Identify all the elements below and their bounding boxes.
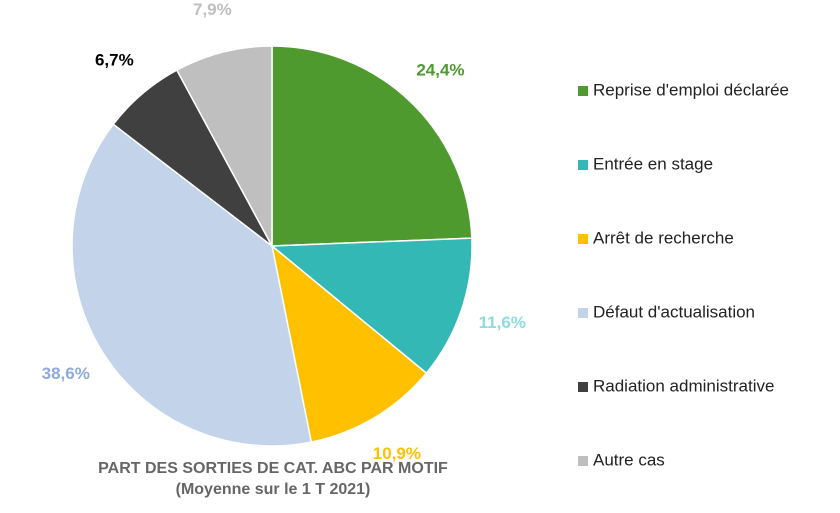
legend-label: Arrêt de recherche bbox=[593, 228, 734, 247]
legend-label: Entrée en stage bbox=[593, 154, 713, 173]
pie-slice bbox=[271, 45, 473, 247]
pie-slice bbox=[175, 45, 273, 247]
chart-subtitle: (Moyenne sur le 1 T 2021) bbox=[176, 481, 371, 498]
data-label: 38,6% bbox=[42, 364, 90, 383]
legend-swatch bbox=[578, 382, 588, 392]
legend-label: Autre cas bbox=[593, 450, 665, 469]
legend-swatch bbox=[578, 234, 588, 244]
legend-swatch bbox=[578, 308, 588, 318]
legend-label: Reprise d'emploi déclarée bbox=[593, 80, 789, 99]
legend-label: Radiation administrative bbox=[593, 376, 774, 395]
data-label: 24,4% bbox=[416, 60, 464, 79]
legend-swatch bbox=[578, 456, 588, 466]
data-label: 7,9% bbox=[193, 0, 232, 19]
legend-swatch bbox=[578, 86, 588, 96]
pie-slice bbox=[71, 123, 313, 447]
pie-slice bbox=[270, 237, 473, 375]
data-label: 10,9% bbox=[373, 444, 421, 463]
legend-label: Défaut d'actualisation bbox=[593, 302, 755, 321]
data-label: 11,6% bbox=[479, 313, 526, 332]
pie-slice bbox=[270, 244, 428, 443]
legend-swatch bbox=[578, 160, 588, 170]
chart-title: PART DES SORTIES DE CAT. ABC PAR MOTIF bbox=[98, 460, 448, 477]
data-label: 6,7% bbox=[95, 51, 134, 70]
